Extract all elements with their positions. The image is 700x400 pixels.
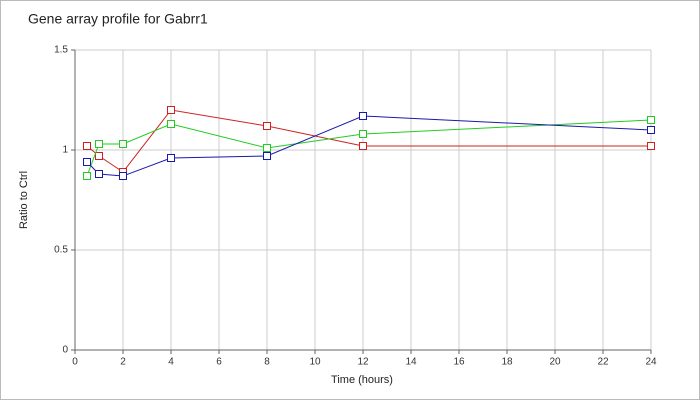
point-marker bbox=[95, 140, 103, 148]
x-tick-label: 10 bbox=[309, 357, 321, 368]
point-marker bbox=[359, 142, 367, 150]
point-marker bbox=[167, 106, 175, 114]
y-axis-label: Ratio to Ctrl bbox=[18, 171, 30, 229]
y-tick-label: 0.5 bbox=[54, 245, 68, 256]
point-marker bbox=[647, 116, 655, 124]
x-tick-label: 6 bbox=[216, 357, 222, 368]
x-tick-label: 16 bbox=[453, 357, 465, 368]
y-tick-label: 1 bbox=[62, 145, 68, 156]
x-tick-label: 2 bbox=[120, 357, 126, 368]
x-tick-label: 8 bbox=[264, 357, 270, 368]
y-tick-label: 1.5 bbox=[54, 45, 68, 56]
x-tick-label: 0 bbox=[72, 357, 78, 368]
point-marker bbox=[263, 152, 271, 160]
point-marker bbox=[119, 172, 127, 180]
point-marker bbox=[83, 142, 91, 150]
y-tick-label: 0 bbox=[62, 345, 68, 356]
point-marker bbox=[167, 154, 175, 162]
x-axis-label: Time (hours) bbox=[331, 374, 393, 386]
x-tick-label: 22 bbox=[597, 357, 609, 368]
x-tick-label: 20 bbox=[549, 357, 561, 368]
point-marker bbox=[263, 122, 271, 130]
x-tick-label: 24 bbox=[645, 357, 657, 368]
point-marker bbox=[83, 158, 91, 166]
x-tick-label: 18 bbox=[501, 357, 513, 368]
chart-title: Gene array profile for Gabrr1 bbox=[28, 11, 208, 27]
point-marker bbox=[83, 172, 91, 180]
point-marker bbox=[359, 130, 367, 138]
point-marker bbox=[647, 126, 655, 134]
x-tick-label: 14 bbox=[405, 357, 417, 368]
point-marker bbox=[95, 152, 103, 160]
point-marker bbox=[647, 142, 655, 150]
point-marker bbox=[95, 170, 103, 178]
point-marker bbox=[119, 140, 127, 148]
x-tick-label: 12 bbox=[357, 357, 369, 368]
x-tick-label: 4 bbox=[168, 357, 174, 368]
point-marker bbox=[167, 120, 175, 128]
point-marker bbox=[263, 144, 271, 152]
point-marker bbox=[359, 112, 367, 120]
